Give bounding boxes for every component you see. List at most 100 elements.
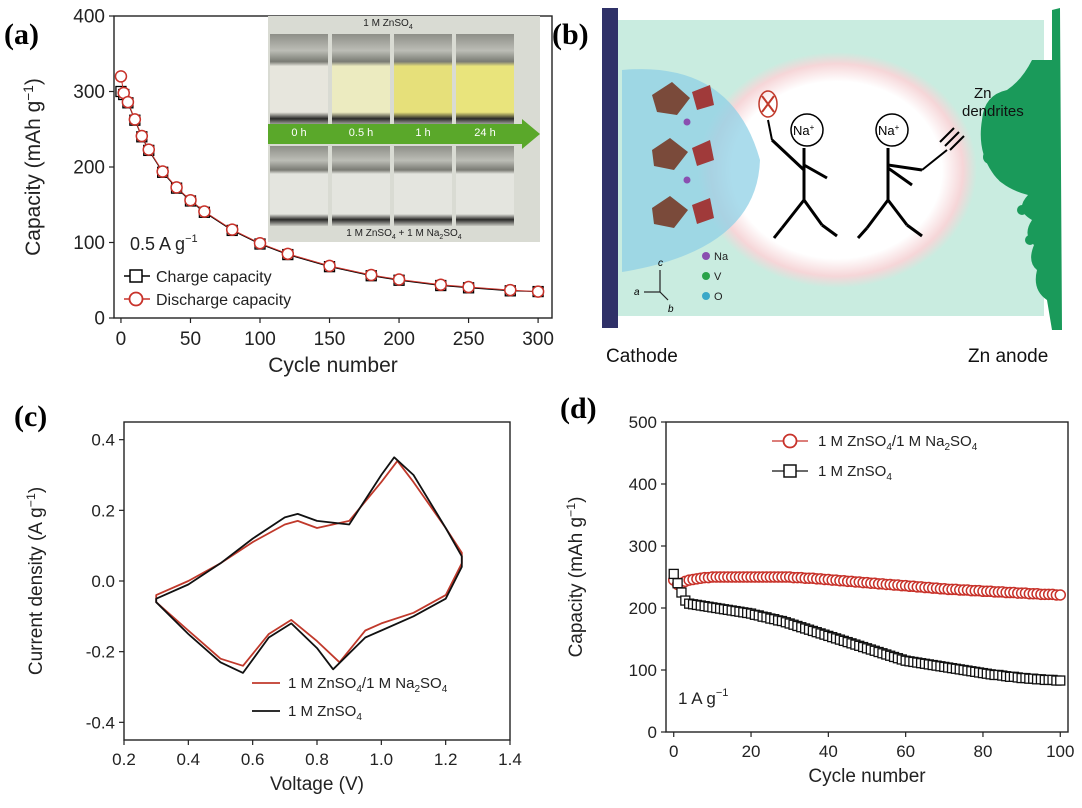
series-2 <box>155 456 463 674</box>
inset-bottom-label: 1 M ZnSO4 + 1 M Na2SO4 <box>346 228 462 241</box>
x-tick-label: 50 <box>180 329 201 350</box>
data-point <box>225 223 239 236</box>
x-tick-label: 60 <box>896 742 915 761</box>
legend-marker <box>129 269 143 283</box>
data-point <box>156 165 169 178</box>
vial <box>270 146 328 226</box>
data-point <box>184 193 197 207</box>
x-tick-label: 150 <box>314 329 346 350</box>
legend-label: 1 M ZnSO4/1 M Na2SO4 <box>818 433 978 453</box>
x-tick-label: 0.2 <box>112 750 136 769</box>
data-point <box>323 259 336 273</box>
legend-label: 1 M ZnSO4/1 M Na2SO4 <box>288 675 448 695</box>
x-axis-label: Cycle number <box>808 766 926 787</box>
vial <box>456 146 514 226</box>
y-tick-label: 0.4 <box>91 431 115 450</box>
time-label: 1 h <box>415 127 431 139</box>
vial <box>456 34 514 126</box>
chart-panel-a: 0 50 100 150 200 250 300 0 100 200 300 400 Cycle num… <box>21 7 554 377</box>
series-2 <box>668 568 1066 686</box>
x-tick-label: 20 <box>742 742 761 761</box>
x-tick-label: 1.4 <box>498 750 522 769</box>
y-tick-label: 0 <box>648 723 657 742</box>
panel-label-d: (d) <box>560 392 597 425</box>
data-point <box>1054 589 1067 601</box>
stick-figure-right <box>856 113 965 240</box>
data-point <box>253 237 267 250</box>
vial <box>332 34 390 126</box>
legend-v: V <box>714 271 722 283</box>
panel-label-c: (c) <box>14 400 48 433</box>
y-axis-label: Capacity (mAh g−1) <box>564 497 587 658</box>
axis-a-label: a <box>634 287 640 298</box>
x-tick-label: 200 <box>383 329 415 350</box>
chart-panel-c: 0.2 0.4 0.6 0.8 1.0 1.2 1.4 -0.4 -0.2 0.0 0.2 0.4 Vo… <box>24 421 522 795</box>
y-tick-label: -0.2 <box>86 643 115 662</box>
cv-curve <box>155 460 463 667</box>
legend-b: Na V O <box>702 251 729 303</box>
data-point <box>668 568 679 580</box>
data-point <box>504 283 517 297</box>
y-tick-label: 400 <box>629 475 657 494</box>
x-tick-label: 1.2 <box>434 750 458 769</box>
data-point <box>121 95 135 109</box>
plot-frame <box>665 421 1069 733</box>
y-tick-label: 300 <box>629 537 657 556</box>
zinc-anode-dendrites <box>980 8 1062 330</box>
y-tick-label: -0.4 <box>86 713 115 732</box>
dendrite-label-1: Zn <box>974 85 992 102</box>
y-tick-label: 0 <box>94 309 105 330</box>
ion-label-left: Na+ <box>793 123 815 138</box>
y-tick-label: 200 <box>73 158 105 179</box>
dendrite-bead <box>1017 205 1027 215</box>
legend-label: 1 M ZnSO4 <box>288 703 362 723</box>
y-tick-label: 0.0 <box>91 572 115 591</box>
x-axis-label: Cycle number <box>268 354 398 377</box>
vial <box>332 146 390 226</box>
data-point <box>142 143 156 156</box>
rate-annotation: 0.5 A g−1 <box>130 233 198 254</box>
panel-label-a: (a) <box>4 18 39 51</box>
data-point <box>128 113 142 126</box>
y-tick-label: 100 <box>629 661 657 680</box>
legend-label: Charge capacity <box>156 269 272 286</box>
data-point <box>198 205 211 218</box>
chart-panel-d: 0 20 40 60 80 100 0 100 200 300 400 500 Cycle number… <box>564 413 1074 787</box>
crystal-structure <box>652 82 714 228</box>
y-tick-label: 500 <box>629 413 657 432</box>
time-label: 0 h <box>291 127 307 139</box>
panel-label-b: (b) <box>552 18 589 51</box>
axis-b-label: b <box>668 304 674 315</box>
schematic-panel-b: Na V O c a b Na+ <box>602 8 1062 367</box>
axis-triad <box>644 270 669 301</box>
data-point <box>462 280 475 294</box>
time-arrow <box>268 124 522 144</box>
dendrite-bead <box>983 150 997 164</box>
data-point <box>672 578 683 589</box>
data-point <box>531 285 545 298</box>
x-tick-label: 100 <box>244 329 276 350</box>
y-tick-label: 200 <box>629 599 657 618</box>
legend-marker <box>128 291 144 307</box>
vial-photo-inset: 1 M ZnSO4 0 h 0.5 h 1 h 24 h 1 M ZnSO4 + 1 … <box>268 16 540 242</box>
stick-figure-left <box>758 90 838 239</box>
y-tick-label: 300 <box>73 82 105 103</box>
x-tick-label: 1.0 <box>370 750 394 769</box>
anode-label: Zn anode <box>968 346 1048 367</box>
dendrite-bead <box>998 171 1010 183</box>
x-tick-label: 40 <box>819 742 838 761</box>
y-axis-label: Capacity (mAh g−1) <box>21 78 45 256</box>
legend-na: Na <box>714 251 729 263</box>
axis-c-label: c <box>658 258 663 269</box>
data-point <box>392 273 406 286</box>
vial <box>394 34 452 126</box>
x-tick-label: 250 <box>453 329 485 350</box>
x-tick-label: 0.6 <box>241 750 265 769</box>
x-tick-label: 0.4 <box>177 750 201 769</box>
y-axis-label: Current density (A g−1) <box>24 487 47 675</box>
vial <box>270 34 328 126</box>
legend-o: O <box>714 291 723 303</box>
data-point <box>135 129 149 143</box>
ion-label-right: Na+ <box>878 123 900 138</box>
cathode-plate <box>602 8 618 328</box>
